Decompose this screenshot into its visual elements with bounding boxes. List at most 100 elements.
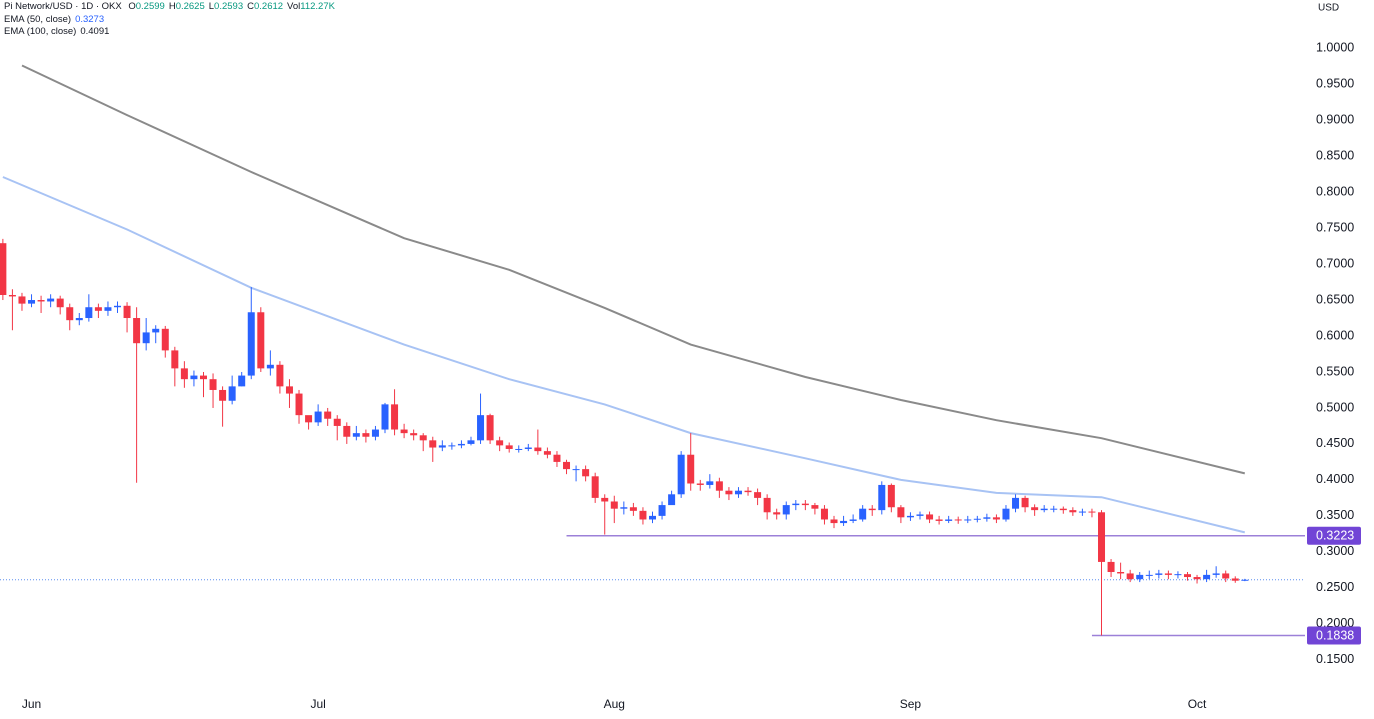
candle-body (706, 481, 714, 485)
ohlc-value: 0.2625 (175, 1, 205, 12)
candle-body (649, 515, 656, 520)
candle-body (906, 515, 914, 518)
candle-body (1145, 574, 1153, 576)
candle-body (620, 507, 628, 509)
candle-body (123, 305, 131, 319)
candle-body (28, 300, 36, 304)
candle-body (1021, 497, 1029, 508)
legend-entry: EMA (50, close) 0.3273 (4, 14, 113, 26)
candle-body (1222, 573, 1230, 579)
candle-body (954, 519, 962, 521)
y-tick-label: 0.6500 (1316, 292, 1354, 306)
price-tag-label: 0.1838 (1316, 628, 1354, 642)
candle-body (486, 415, 494, 441)
candle-body (811, 505, 819, 509)
candle-body (410, 433, 418, 436)
candle-body (1078, 511, 1086, 513)
candle-body (343, 425, 351, 437)
candle-body (47, 298, 55, 302)
price-tag (1307, 626, 1361, 645)
candle-body (104, 307, 112, 311)
candle-body (362, 433, 370, 437)
candle-body (868, 508, 876, 511)
candle-body (926, 514, 934, 520)
candle-body (763, 497, 771, 513)
ohlc-label: O (128, 1, 136, 12)
x-tick-label: Jul (310, 697, 325, 711)
candle-body (725, 490, 733, 495)
candle-body (467, 440, 475, 444)
candle-body (1231, 578, 1239, 581)
candle-body (582, 469, 590, 477)
ema-line (21, 64, 1246, 475)
candle-body (792, 503, 800, 506)
candle-body (992, 517, 1000, 520)
candle-body (114, 305, 122, 308)
candle-body (94, 307, 102, 311)
y-tick-label: 0.8000 (1316, 184, 1354, 198)
ohlc-value: 0.2593 (214, 1, 244, 12)
candle-body (591, 476, 599, 498)
candle-body (352, 433, 360, 437)
candle-body (0, 243, 7, 295)
candle-body (381, 404, 389, 430)
legend-name: EMA (50, close) (4, 14, 72, 25)
x-tick-label: Sep (900, 697, 922, 711)
y-tick-label: 0.5500 (1316, 364, 1354, 378)
candle-body (66, 307, 74, 321)
y-tick-label: 0.9000 (1316, 112, 1354, 126)
ohlc-label: C (247, 1, 254, 12)
candle-body (314, 411, 322, 423)
indicator-legend: EMA (50, close) 0.3273 EMA (100, close) 0.4… (4, 14, 113, 38)
candle-body (1107, 561, 1115, 573)
candle-body (916, 514, 924, 516)
candle-body (1203, 574, 1211, 580)
candle-body (228, 386, 236, 401)
candle-body (973, 518, 981, 520)
candle-body (1031, 507, 1039, 511)
candle-body (324, 411, 332, 419)
candle-body (295, 393, 303, 416)
candle-body (840, 520, 848, 524)
ohlc-label: L (208, 1, 215, 12)
candle-body (543, 451, 551, 455)
candle-body (696, 483, 704, 485)
candle-body (878, 484, 886, 511)
ohlc-label: H (168, 1, 176, 12)
candle-body (161, 328, 169, 351)
candle-body (830, 519, 838, 524)
candle-body (1155, 573, 1163, 575)
ohlc-value: 0.2612 (253, 1, 284, 12)
candle-body (56, 298, 64, 308)
candle-body (601, 497, 609, 502)
ohlc-value: 0.2599 (135, 1, 165, 12)
y-tick-label: 0.3500 (1316, 508, 1354, 522)
candle-body (429, 440, 437, 448)
y-tick-label: 1.0000 (1316, 41, 1354, 55)
candle-body (199, 375, 207, 380)
candle-body (610, 501, 618, 509)
candle-body (1136, 574, 1144, 580)
ema-line (2, 176, 1246, 534)
candle-body (887, 484, 895, 508)
candle-body (629, 507, 637, 511)
candle-body (515, 448, 523, 450)
candle-body (687, 454, 695, 484)
candle-body (945, 519, 953, 521)
y-tick-label: 0.4500 (1316, 436, 1354, 450)
candle-body (400, 429, 408, 434)
candle-body (754, 492, 762, 498)
candle-body (1241, 579, 1249, 581)
candle-body (1012, 497, 1020, 509)
ohlc: O0.2599 H0.2625 L0.2593 C0.2612 Vol112.27K (128, 1, 339, 12)
candle-body (553, 454, 561, 462)
candle-body (171, 350, 179, 369)
candle-body (257, 312, 265, 369)
candle-body (37, 300, 45, 302)
price-tag (1307, 526, 1361, 545)
candle-body (142, 332, 150, 344)
candle-body (285, 386, 293, 394)
candle-body (1002, 508, 1010, 520)
candle-body (75, 318, 83, 321)
